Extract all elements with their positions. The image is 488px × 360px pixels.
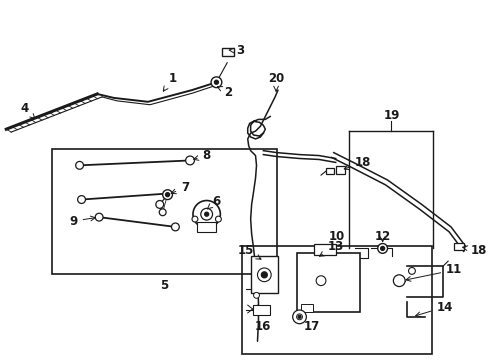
Circle shape	[159, 209, 166, 216]
Text: 6: 6	[207, 195, 220, 209]
Text: 4: 4	[20, 102, 35, 119]
Bar	[242, 247, 431, 354]
Circle shape	[76, 161, 83, 169]
Circle shape	[253, 292, 259, 298]
Circle shape	[193, 201, 220, 228]
Text: 7: 7	[171, 181, 189, 194]
Text: 10: 10	[328, 230, 344, 243]
Text: 15: 15	[237, 244, 261, 259]
Text: 13: 13	[319, 240, 343, 256]
Text: 18: 18	[344, 156, 370, 170]
Bar	[453, 243, 463, 251]
Circle shape	[377, 243, 386, 253]
Circle shape	[156, 201, 163, 208]
Circle shape	[201, 208, 212, 220]
Text: 3: 3	[229, 45, 244, 58]
Bar	[252, 305, 270, 315]
Circle shape	[292, 310, 306, 324]
Text: 16: 16	[255, 320, 271, 333]
Circle shape	[392, 275, 404, 287]
Bar	[296, 253, 359, 312]
Circle shape	[165, 193, 169, 197]
Circle shape	[204, 212, 208, 216]
Bar	[335, 166, 345, 174]
Text: 5: 5	[160, 279, 168, 292]
Text: 19: 19	[383, 109, 399, 122]
Circle shape	[78, 195, 85, 203]
Circle shape	[185, 156, 194, 165]
Circle shape	[163, 190, 172, 199]
Circle shape	[257, 268, 271, 282]
Circle shape	[171, 223, 179, 231]
Text: 1: 1	[163, 72, 176, 91]
Bar	[250, 256, 278, 293]
Circle shape	[215, 216, 221, 222]
Bar	[222, 48, 234, 56]
Text: 17: 17	[304, 320, 320, 333]
Circle shape	[95, 213, 103, 221]
Circle shape	[298, 315, 301, 318]
Circle shape	[261, 272, 267, 278]
Circle shape	[192, 216, 198, 222]
Circle shape	[407, 267, 414, 274]
Text: 9: 9	[69, 215, 95, 228]
Bar	[197, 222, 216, 232]
Text: 8: 8	[193, 149, 210, 162]
Text: 20: 20	[267, 72, 284, 91]
Circle shape	[214, 80, 218, 84]
Text: 2: 2	[217, 86, 232, 99]
Circle shape	[211, 77, 222, 87]
Bar	[301, 304, 313, 312]
Circle shape	[316, 276, 325, 285]
Bar	[325, 168, 333, 174]
Text: 14: 14	[415, 301, 452, 317]
Circle shape	[380, 247, 384, 251]
Circle shape	[296, 314, 302, 320]
Text: 18: 18	[462, 244, 486, 257]
Text: 11: 11	[405, 264, 462, 281]
Bar	[52, 149, 277, 274]
Bar	[314, 243, 335, 255]
Text: 12: 12	[374, 230, 390, 243]
